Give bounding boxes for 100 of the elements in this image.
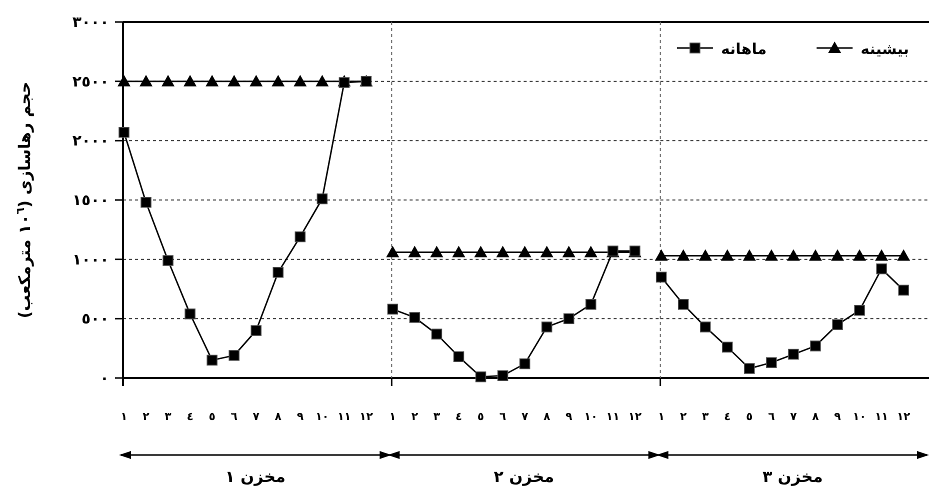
point — [474, 246, 488, 258]
x-tick-label: ١ — [389, 410, 396, 423]
point — [162, 74, 175, 86]
legend-label: بیشینه — [860, 40, 909, 58]
point — [140, 74, 153, 86]
point — [676, 249, 690, 261]
x-tick-label: ٢ — [411, 410, 418, 423]
point — [810, 340, 821, 352]
point — [678, 299, 689, 310]
x-tick-label: ١٢ — [360, 410, 374, 423]
point — [897, 249, 910, 261]
x-tick-label: ٨ — [812, 410, 820, 423]
point — [294, 74, 307, 86]
point — [875, 249, 888, 261]
point — [854, 304, 865, 316]
y-tick-label: ٣٠٠٠ — [72, 13, 109, 31]
point — [386, 246, 400, 258]
x-tick-label: ٥ — [746, 410, 754, 423]
point — [409, 312, 420, 323]
point — [206, 74, 219, 86]
y-tick-label: ٢٥٠٠ — [72, 72, 109, 90]
y-tick-label: ٠ — [100, 369, 109, 387]
x-tick-label: ٣ — [164, 410, 172, 423]
x-tick-label: ٤ — [455, 410, 462, 423]
x-tick-label: ٦ — [499, 410, 506, 423]
x-tick-label: ٨ — [274, 410, 282, 423]
point — [585, 299, 596, 310]
x-tick-label: ٩ — [296, 410, 304, 423]
point — [656, 272, 667, 283]
x-axis-title: مخزن ١ — [225, 467, 286, 486]
point — [496, 246, 510, 258]
point — [540, 246, 554, 258]
point — [316, 193, 328, 204]
x-tick-label: ٧ — [790, 410, 798, 423]
x-tick-label: ١ — [658, 410, 665, 423]
x-tick-label: ٢ — [142, 410, 150, 423]
point — [742, 249, 756, 261]
point — [700, 322, 711, 332]
point — [184, 74, 197, 86]
x-tick-label: ٢ — [680, 410, 687, 423]
point — [898, 284, 909, 296]
point — [654, 249, 668, 261]
x-tick-label: ١٠ — [852, 410, 866, 423]
point — [162, 255, 174, 266]
y-tick-label: ١٠٠٠ — [72, 250, 109, 268]
point — [228, 74, 241, 86]
point — [562, 246, 576, 258]
point — [184, 308, 196, 320]
x-tick-label: ١٢ — [896, 410, 911, 423]
y-tick-label: ٢٠٠٠ — [72, 132, 109, 150]
point — [250, 325, 262, 336]
point — [518, 246, 532, 258]
x-tick-label: ١١ — [338, 410, 351, 423]
point — [876, 263, 887, 274]
point — [228, 350, 240, 361]
point — [475, 371, 486, 382]
point — [118, 126, 130, 138]
point — [541, 322, 552, 332]
x-tick-label: ١١ — [874, 410, 888, 423]
point — [720, 249, 734, 261]
point — [430, 246, 444, 258]
point — [272, 266, 284, 278]
point — [118, 74, 130, 86]
point — [744, 363, 755, 374]
point — [519, 358, 530, 370]
x-tick-label: ١٠ — [315, 410, 329, 423]
x-tick-label: ١٢ — [628, 410, 642, 423]
legend-label: ماهانه — [720, 40, 767, 58]
point — [563, 313, 574, 324]
x-tick-label: ٤ — [724, 410, 731, 423]
x-tick-label: ٩ — [834, 410, 842, 423]
x-tick-label: ١ — [120, 410, 128, 423]
x-axis-title: مخزن ٢ — [494, 467, 554, 486]
point — [387, 304, 398, 315]
point — [832, 319, 843, 330]
x-axis-title: مخزن ٣ — [762, 467, 823, 486]
x-tick-label: ٦ — [768, 410, 776, 423]
x-tick-label: ١٠ — [584, 410, 598, 423]
point — [853, 249, 866, 261]
point — [808, 249, 822, 261]
x-tick-label: ٣ — [433, 410, 440, 423]
point — [584, 246, 598, 258]
x-tick-label: ٩ — [565, 410, 572, 423]
x-tick-label: ٤ — [186, 410, 194, 423]
point — [452, 246, 466, 258]
point — [316, 74, 329, 86]
x-tick-label: ٣ — [702, 410, 710, 423]
point — [250, 74, 263, 86]
point — [338, 77, 350, 88]
x-tick-label: ٥ — [208, 410, 216, 423]
point — [766, 357, 777, 368]
y-tick-label: ١٥٠٠ — [72, 191, 109, 209]
point — [408, 246, 422, 258]
x-tick-label: ١١ — [606, 410, 620, 423]
point — [831, 249, 844, 261]
point — [786, 249, 800, 261]
x-tick-label: ٧ — [521, 410, 528, 423]
point — [764, 249, 778, 261]
point — [272, 74, 285, 86]
point — [206, 354, 218, 366]
